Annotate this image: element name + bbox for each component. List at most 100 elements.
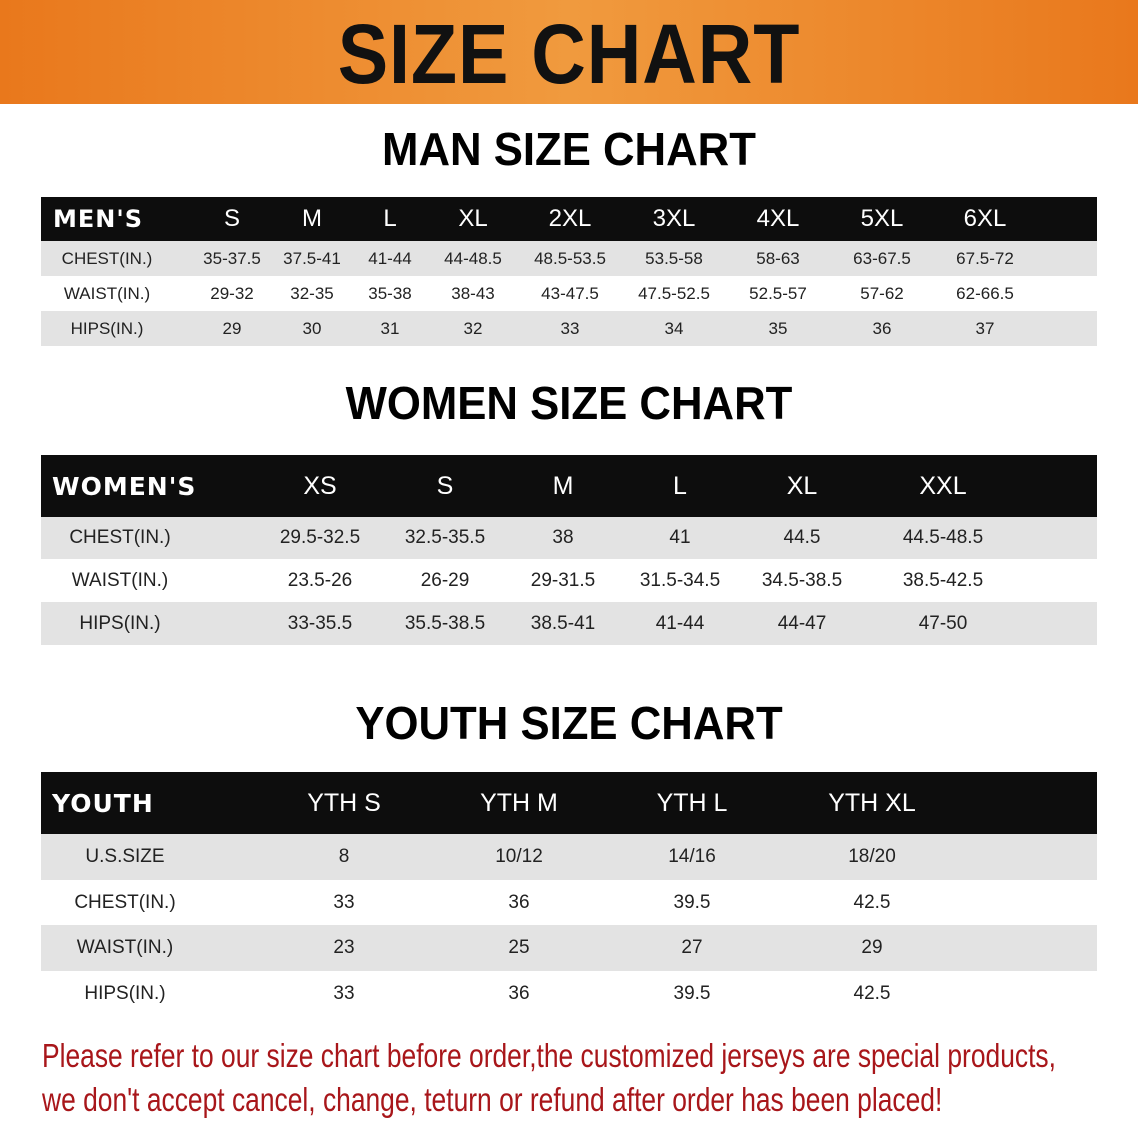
table-row: CHEST(IN.) 35-37.5 37.5-41 41-44 44-48.5 48.5… (41, 241, 1097, 276)
table-cell: 58-63 (756, 248, 800, 268)
table-corner-label: MEN'S (53, 205, 143, 233)
table-cell: 23 (333, 937, 355, 958)
table-cell: 33 (333, 982, 355, 1004)
table-cell: 43-47.5 (541, 283, 599, 303)
table-cell: 38 (552, 527, 574, 548)
row-label: CHEST(IN.) (69, 527, 171, 548)
table-cell: 42.5 (853, 891, 891, 913)
table-cell: 31 (380, 318, 400, 338)
notice-line-1: Please refer to our size chart before or… (42, 1037, 1056, 1074)
table-cell: 33 (333, 891, 355, 913)
table-cell: 35-37.5 (203, 248, 261, 268)
youth-size-table: YOUTH YTH S YTH M YTH L YTH XL U.S.SIZE 8 10/12… (41, 772, 1097, 1016)
table-corner-label: YOUTH (52, 788, 154, 818)
table-cell: 48.5-53.5 (534, 248, 606, 268)
table-cell: 33 (560, 318, 580, 338)
table-row: WAIST(IN.) 23 25 27 29 (41, 925, 1097, 971)
table-cell: 37.5-41 (283, 248, 341, 268)
table-row: HIPS(IN.) 33-35.5 35.5-38.5 38.5-41 41-44 44-… (41, 602, 1097, 645)
men-size-table: MEN'S S M L XL 2XL 3XL 4XL 5XL 6XL CHEST(IN.) 35-37… (41, 197, 1097, 346)
size-column-header: 3XL (652, 205, 696, 232)
size-column-header: 4XL (756, 205, 800, 232)
table-cell: 25 (508, 937, 530, 958)
table-cell: 29-31.5 (530, 569, 596, 591)
table-cell: 35-38 (368, 283, 412, 303)
table-cell: 8 (338, 846, 350, 867)
table-cell: 57-62 (860, 283, 904, 303)
size-column-header: S (223, 205, 241, 232)
table-cell: 44-47 (777, 612, 827, 634)
row-label: HIPS(IN.) (79, 612, 161, 634)
men-header-row: MEN'S S M L XL 2XL 3XL 4XL 5XL 6XL (41, 197, 1097, 241)
table-cell: 32-35 (290, 283, 334, 303)
notice-line-2: we don't accept cancel, change, teturn o… (42, 1081, 943, 1118)
size-column-header: 5XL (860, 205, 904, 232)
table-cell: 63-67.5 (853, 248, 911, 268)
table-cell: 32 (463, 318, 483, 338)
table-cell: 52.5-57 (749, 283, 807, 303)
table-cell: 38.5-42.5 (902, 569, 984, 591)
row-label: HIPS(IN.) (70, 318, 144, 338)
table-cell: 18/20 (848, 846, 896, 867)
row-label: U.S.SIZE (85, 846, 165, 867)
table-row: HIPS(IN.) 29 30 31 32 33 34 35 36 37 (41, 311, 1097, 346)
table-cell: 23.5-26 (287, 569, 353, 591)
table-cell: 29 (861, 937, 883, 958)
table-cell: 44-48.5 (444, 248, 502, 268)
table-cell: 67.5-72 (956, 248, 1014, 268)
table-cell: 10/12 (495, 846, 543, 867)
table-row: CHEST(IN.) 29.5-32.5 32.5-35.5 38 41 44.5 44.5… (41, 517, 1097, 559)
table-cell: 38-43 (451, 283, 495, 303)
table-cell: 41 (669, 527, 691, 548)
row-label: WAIST(IN.) (76, 937, 174, 958)
women-header-row: WOMEN'S XS S M L XL XXL (41, 455, 1097, 517)
size-column-header: XS (303, 471, 337, 500)
size-column-header: M (552, 471, 574, 500)
table-row: CHEST(IN.) 33 36 39.5 42.5 (41, 880, 1097, 925)
size-column-header: XXL (919, 471, 967, 500)
size-column-header: S (436, 471, 454, 500)
table-cell: 26-29 (420, 569, 470, 591)
row-label: CHEST(IN.) (61, 248, 153, 268)
size-column-header: XL (458, 205, 488, 232)
table-cell: 14/16 (668, 846, 716, 867)
women-section-title: WOMEN SIZE CHART (345, 377, 793, 429)
page-title: SIZE CHART (337, 7, 801, 101)
size-column-header: 6XL (963, 205, 1007, 232)
table-corner-label: WOMEN'S (52, 471, 197, 501)
table-cell: 39.5 (673, 982, 711, 1004)
table-cell: 32.5-35.5 (404, 527, 486, 548)
table-cell: 41-44 (368, 248, 412, 268)
table-cell: 62-66.5 (956, 283, 1014, 303)
table-row: HIPS(IN.) 33 36 39.5 42.5 (41, 971, 1097, 1016)
table-row: U.S.SIZE 8 10/12 14/16 18/20 (41, 834, 1097, 880)
title-banner: SIZE CHART (0, 0, 1138, 104)
table-cell: 30 (302, 318, 322, 338)
row-label: WAIST(IN.) (63, 283, 151, 303)
table-cell: 27 (681, 937, 703, 958)
table-cell: 36 (508, 891, 530, 913)
table-cell: 53.5-58 (645, 248, 703, 268)
table-cell: 38.5-41 (530, 612, 596, 634)
row-label: WAIST(IN.) (71, 569, 169, 591)
table-cell: 35 (768, 318, 788, 338)
youth-header-row: YOUTH YTH S YTH M YTH L YTH XL (41, 772, 1097, 834)
table-cell: 29-32 (210, 283, 254, 303)
table-cell: 37 (975, 318, 995, 338)
table-cell: 42.5 (853, 982, 891, 1004)
table-cell: 39.5 (673, 891, 711, 913)
table-cell: 41-44 (655, 612, 705, 634)
table-cell: 34 (664, 318, 684, 338)
size-column-header: M (302, 205, 322, 232)
size-column-header: YTH M (480, 788, 558, 817)
table-cell: 34.5-38.5 (761, 569, 843, 591)
table-cell: 44.5-48.5 (902, 527, 984, 548)
size-column-header: YTH L (656, 788, 728, 817)
table-cell: 29 (222, 318, 242, 338)
table-cell: 47-50 (918, 612, 968, 634)
table-cell: 33-35.5 (287, 612, 353, 634)
table-cell: 44.5 (783, 527, 821, 548)
table-row: WAIST(IN.) 23.5-26 26-29 29-31.5 31.5-34.5 34… (41, 559, 1097, 602)
table-cell: 36 (872, 318, 892, 338)
table-cell: 29.5-32.5 (279, 527, 361, 548)
